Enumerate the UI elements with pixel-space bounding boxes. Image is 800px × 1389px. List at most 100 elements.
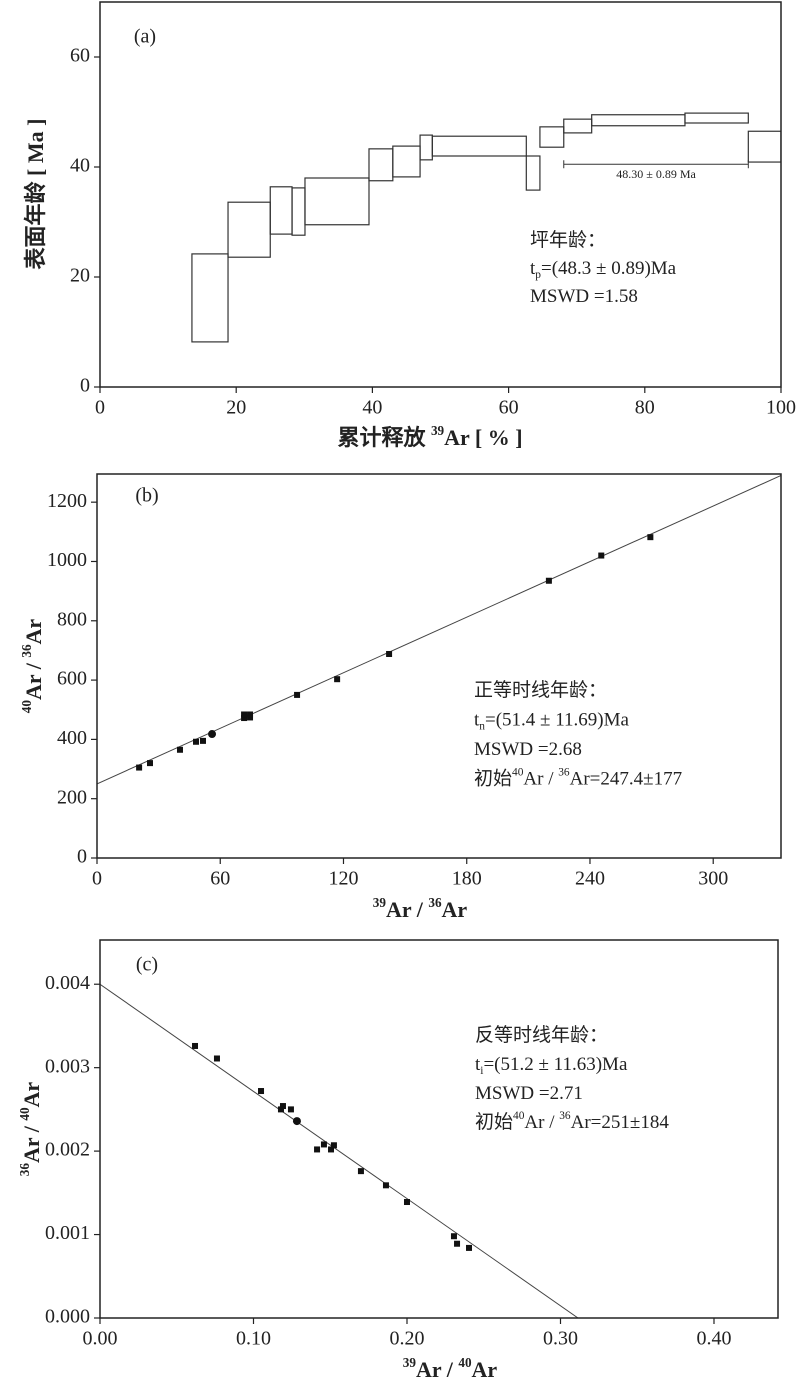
y-tick-label: 0.003 — [45, 1055, 90, 1077]
data-point — [545, 577, 552, 584]
y-tick-label: 1000 — [47, 549, 87, 571]
x-tick-label: 20 — [226, 397, 246, 419]
data-point — [466, 1244, 473, 1251]
x-tick-label: 240 — [575, 868, 605, 890]
y-axis-title: 表面年龄 [ Ma ] — [23, 119, 48, 270]
data-point — [176, 746, 183, 753]
text-part: Ar / — [416, 1357, 458, 1382]
y-tick-label: 800 — [57, 608, 87, 630]
text-part: 40 — [512, 766, 524, 778]
panel-label: (a) — [134, 26, 156, 48]
age-step — [392, 145, 421, 178]
text-part: Ar — [19, 1082, 44, 1108]
age-step — [291, 187, 306, 236]
y-tick-label: 1200 — [47, 490, 87, 512]
data-point — [450, 1233, 457, 1240]
plot-area — [100, 983, 579, 1318]
text-part: 初始 — [474, 768, 512, 790]
text-part: MSWD =2.71 — [475, 1083, 583, 1104]
text-part: 40 — [513, 1110, 525, 1122]
age-step — [304, 177, 370, 226]
data-point — [403, 1199, 410, 1206]
data-point — [241, 711, 248, 718]
data-point — [213, 1055, 220, 1062]
data-point — [328, 1146, 335, 1153]
annotation: 正等时线年龄： — [474, 679, 607, 701]
data-point — [193, 738, 200, 745]
text-part: Ar — [442, 897, 468, 922]
text-part: Ar — [472, 1357, 498, 1382]
y-tick-label: 0.001 — [45, 1222, 90, 1244]
y-tick-label: 20 — [70, 265, 90, 287]
text-part: 36 — [558, 766, 570, 778]
text-part: 40 — [19, 700, 34, 714]
x-tick-label: 100 — [766, 397, 796, 419]
text-part: 36 — [17, 1163, 32, 1177]
x-tick-label: 0 — [95, 397, 105, 419]
text-part: Ar=251±184 — [571, 1112, 670, 1133]
text-part: 坪年龄： — [530, 229, 606, 251]
annotation: ti=(51.2 ± 11.63)Ma — [475, 1054, 628, 1076]
text-part: MSWD =1.58 — [530, 286, 638, 307]
text-part: p — [535, 269, 541, 281]
age-step — [563, 118, 593, 134]
data-point — [334, 676, 341, 683]
x-axis-title: 39Ar / 40Ar — [403, 1355, 498, 1382]
text-part: 40 — [458, 1355, 472, 1370]
age-step — [747, 130, 781, 163]
y-tick-label: 40 — [70, 155, 90, 177]
data-point — [247, 711, 254, 718]
data-point — [320, 1141, 327, 1148]
text-part: 36 — [428, 895, 442, 910]
text-part: t — [474, 710, 480, 731]
text-part: Ar=247.4±177 — [570, 769, 682, 790]
fit-line — [100, 983, 579, 1318]
age-step — [419, 134, 433, 161]
text-part: 40 — [17, 1107, 32, 1121]
data-point-circle — [292, 1117, 301, 1126]
data-point — [382, 1182, 389, 1189]
text-part: MSWD =2.68 — [474, 739, 582, 760]
age-step — [539, 126, 565, 148]
data-point — [330, 1142, 337, 1149]
x-tick-label: 80 — [635, 397, 655, 419]
x-tick-label: 60 — [210, 868, 230, 890]
data-point — [294, 691, 301, 698]
text-part: 反等时线年龄： — [475, 1024, 608, 1046]
annotation: MSWD =1.58 — [530, 286, 638, 307]
plot-area — [97, 475, 781, 785]
text-part: 39 — [403, 1355, 417, 1370]
y-tick-label: 60 — [70, 45, 90, 67]
y-tick-label: 0.000 — [45, 1306, 90, 1328]
data-point — [287, 1106, 294, 1113]
annotation: 初始40Ar / 36Ar=251±184 — [475, 1110, 669, 1134]
text-part: 表面年龄 [ Ma ] — [23, 119, 48, 270]
plateau-label: 48.30 ± 0.89 Ma — [616, 167, 696, 181]
data-point — [192, 1042, 199, 1049]
text-part: n — [479, 720, 485, 732]
x-tick-label: 120 — [328, 868, 358, 890]
annotation: MSWD =2.71 — [475, 1083, 583, 1104]
data-point — [241, 715, 248, 722]
text-part: =(51.2 ± 11.63)Ma — [483, 1054, 627, 1075]
data-point — [598, 552, 605, 559]
data-point — [279, 1103, 286, 1110]
data-point — [314, 1146, 321, 1153]
y-tick-label: 0.004 — [45, 972, 90, 994]
text-part: Ar / — [523, 769, 558, 790]
text-part: 初始 — [475, 1111, 513, 1133]
annotation: MSWD =2.68 — [474, 739, 582, 760]
plot-frame — [99, 1, 782, 388]
y-tick-label: 0.002 — [45, 1139, 90, 1161]
age-step — [368, 148, 394, 182]
text-part: 累计释放 — [337, 425, 431, 450]
annotation: tp=(48.3 ± 0.89)Ma — [530, 258, 677, 280]
annotation: 反等时线年龄： — [475, 1024, 608, 1046]
y-tick-label: 0 — [80, 375, 90, 397]
data-point — [146, 760, 153, 767]
age-step — [431, 135, 527, 157]
y-tick-label: 0 — [77, 846, 87, 868]
x-tick-label: 60 — [499, 397, 519, 419]
data-point — [136, 764, 143, 771]
x-axis-title: 39Ar / 36Ar — [373, 895, 468, 922]
